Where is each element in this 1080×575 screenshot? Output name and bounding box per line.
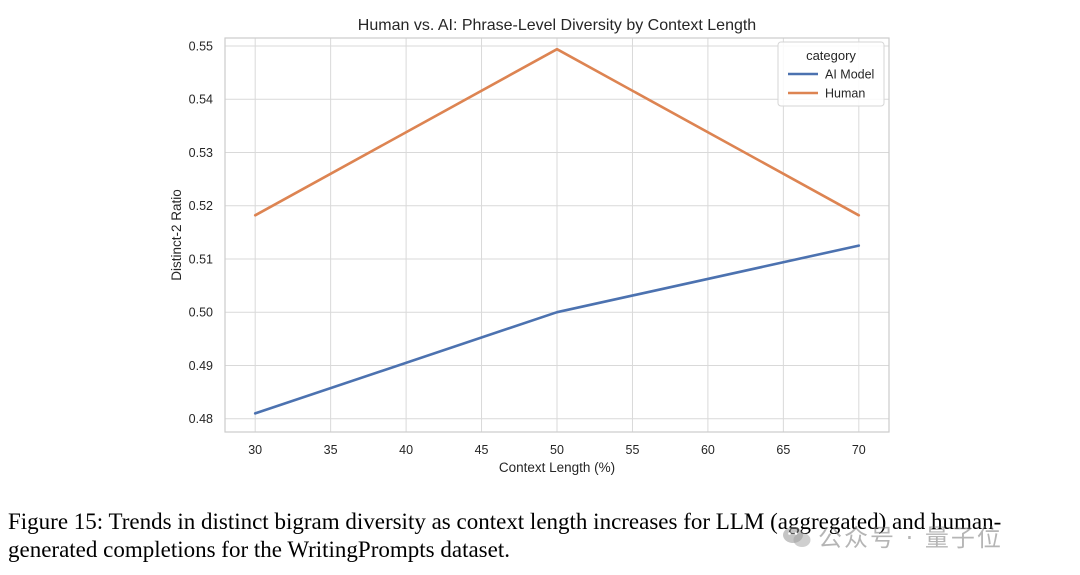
x-tick-label: 60 xyxy=(701,443,715,457)
x-tick-label: 70 xyxy=(852,443,866,457)
wechat-icon xyxy=(783,527,811,547)
chart-title: Human vs. AI: Phrase-Level Diversity by … xyxy=(358,17,756,34)
x-tick-label: 55 xyxy=(626,443,640,457)
x-tick-label: 30 xyxy=(248,443,262,457)
y-tick-label: 0.49 xyxy=(189,359,213,373)
series-line-ai-model xyxy=(253,244,861,415)
y-tick-label: 0.48 xyxy=(189,412,213,426)
y-tick-label: 0.52 xyxy=(189,199,213,213)
y-tick-label: 0.55 xyxy=(189,39,213,53)
grid-layer xyxy=(225,38,889,432)
watermark-text: 公众号 · 量子位 xyxy=(818,524,1003,552)
plot-frame xyxy=(224,37,890,433)
watermark: 公众号 · 量子位 xyxy=(782,518,1003,553)
y-tick-label: 0.50 xyxy=(189,306,213,320)
y-tick-label: 0.53 xyxy=(189,146,213,160)
y-tick-label: 0.51 xyxy=(189,252,213,266)
series-line-human xyxy=(253,47,861,217)
x-tick-label: 50 xyxy=(550,443,564,457)
legend-title: category xyxy=(806,48,856,63)
x-axis-label: Context Length (%) xyxy=(499,460,615,475)
tick-labels: 30 35 40 45 50 55 60 65 70 0.48 0.49 0.50 0.51 0.52 0.… xyxy=(189,39,866,457)
y-axis-label: Distinct-2 Ratio xyxy=(169,189,184,281)
legend-label-ai-model: AI Model xyxy=(825,68,874,82)
legend: category AI Model Human xyxy=(777,41,885,107)
x-tick-label: 65 xyxy=(776,443,790,457)
x-tick-label: 40 xyxy=(399,443,413,457)
x-tick-label: 45 xyxy=(475,443,489,457)
legend-label-human: Human xyxy=(825,87,865,101)
y-tick-label: 0.54 xyxy=(189,93,213,107)
line-chart: 30 35 40 45 50 55 60 65 70 0.48 0.49 0.50 0.51 0.52 0.… xyxy=(169,17,890,475)
figure-caption: Figure 15: Trends in distinct bigram div… xyxy=(8,509,1002,562)
x-tick-label: 35 xyxy=(324,443,338,457)
series-layer xyxy=(253,47,861,415)
legend-box xyxy=(777,41,885,107)
